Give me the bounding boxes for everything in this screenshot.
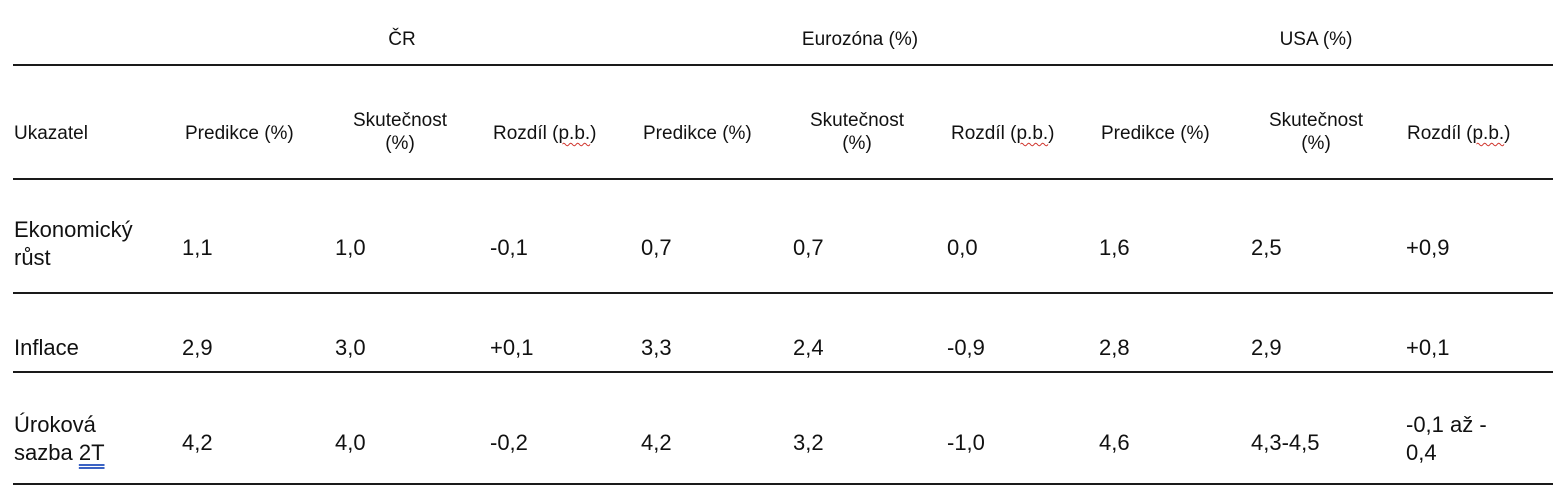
table-rule — [13, 178, 1553, 180]
cell-usa-prediction: 4,6 — [1099, 430, 1130, 455]
cell-usa-diff: +0,9 — [1406, 235, 1450, 260]
cell-usa-diff: +0,1 — [1406, 335, 1450, 360]
cell-usa-prediction: 1,6 — [1099, 235, 1130, 260]
row-label: Ekonomický růst — [14, 217, 133, 270]
table-rule — [13, 371, 1553, 373]
col-header-ez-prediction: Predikce (%) — [643, 123, 752, 144]
cell-cr-diff: -0,1 — [490, 235, 528, 260]
cell-usa-actual: 2,5 — [1251, 235, 1282, 260]
cell-cr-diff: -0,2 — [490, 430, 528, 455]
col-header-ez-actual: Skutečnost (%) — [810, 110, 904, 154]
cell-ez-diff: -0,9 — [947, 335, 985, 360]
cell-cr-actual: 4,0 — [335, 430, 366, 455]
table-rule — [13, 483, 1553, 485]
col-header-usa-actual: Skutečnost (%) — [1269, 110, 1363, 154]
col-header-usa-prediction: Predikce (%) — [1101, 123, 1210, 144]
cell-usa-prediction: 2,8 — [1099, 335, 1130, 360]
table-rule — [13, 64, 1553, 66]
cell-usa-actual: 4,3-4,5 — [1251, 430, 1320, 455]
cell-ez-actual: 3,2 — [793, 430, 824, 455]
group-header-cr: ČR — [388, 29, 416, 50]
cell-cr-actual: 3,0 — [335, 335, 366, 360]
cell-ez-prediction: 3,3 — [641, 335, 672, 360]
cell-cr-prediction: 1,1 — [182, 235, 213, 260]
cell-usa-diff: -0,1 až - 0,4 — [1406, 412, 1487, 465]
col-header-indicator: Ukazatel — [14, 123, 88, 144]
cell-cr-diff: +0,1 — [490, 335, 534, 360]
group-header-usa: USA (%) — [1279, 29, 1353, 50]
col-header-usa-diff: Rozdíl (p.b.) — [1407, 123, 1511, 144]
cell-ez-prediction: 0,7 — [641, 235, 672, 260]
cell-cr-prediction: 2,9 — [182, 335, 213, 360]
cell-ez-actual: 2,4 — [793, 335, 824, 360]
col-header-ez-diff: Rozdíl (p.b.) — [951, 123, 1055, 144]
cell-cr-actual: 1,0 — [335, 235, 366, 260]
row-label: Úroková sazba 2T — [14, 412, 105, 465]
cell-ez-diff: 0,0 — [947, 235, 978, 260]
cell-ez-prediction: 4,2 — [641, 430, 672, 455]
cell-ez-diff: -1,0 — [947, 430, 985, 455]
cell-usa-actual: 2,9 — [1251, 335, 1282, 360]
col-header-cr-actual: Skutečnost (%) — [353, 110, 447, 154]
cell-ez-actual: 0,7 — [793, 235, 824, 260]
col-header-cr-diff: Rozdíl (p.b.) — [493, 123, 597, 144]
cell-cr-prediction: 4,2 — [182, 430, 213, 455]
col-header-cr-prediction: Predikce (%) — [185, 123, 294, 144]
row-label: Inflace — [14, 335, 79, 360]
group-header-eurozone: Eurozóna (%) — [801, 29, 919, 50]
table-rule — [13, 292, 1553, 294]
